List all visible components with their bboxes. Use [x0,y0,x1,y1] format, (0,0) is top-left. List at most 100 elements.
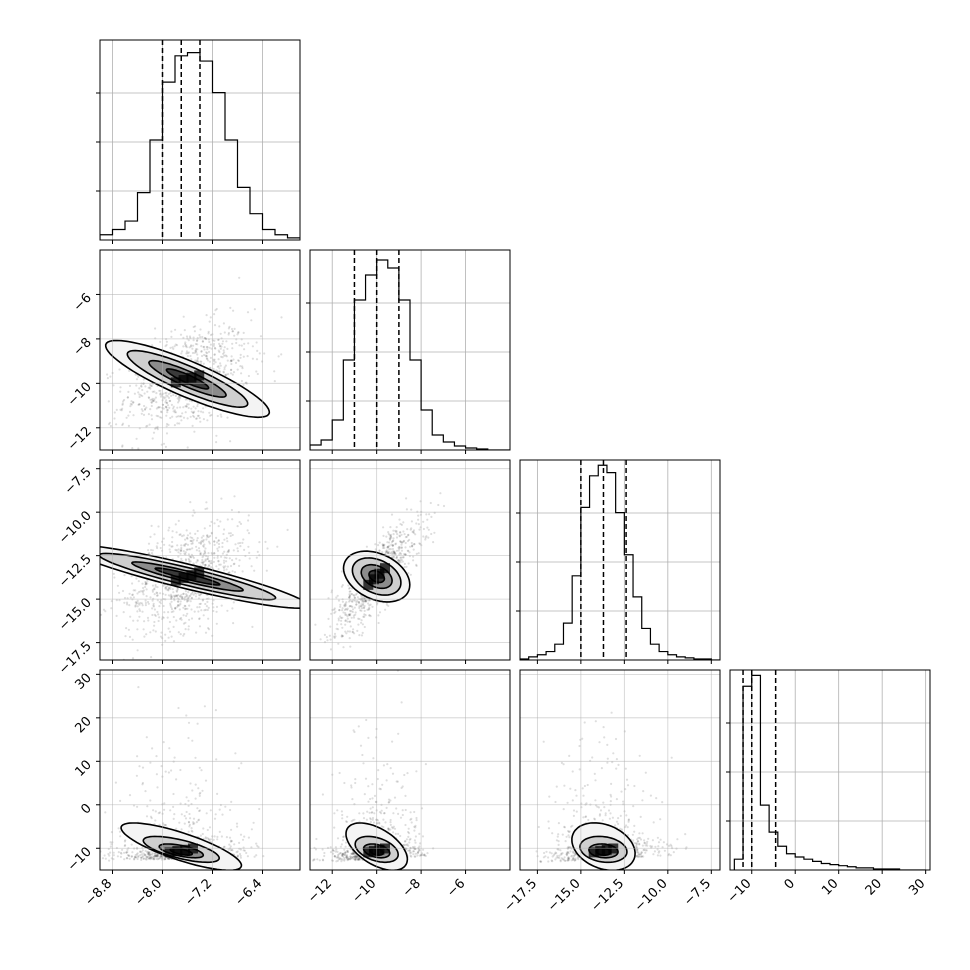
scatter-point [155,773,158,776]
scatter-point [229,839,233,842]
scatter-point [151,344,154,347]
scatter-point [237,359,240,362]
scatter-point [276,545,279,548]
scatter-point [138,403,141,406]
scatter-point [389,533,393,536]
scatter-point [218,808,221,811]
scatter-point [352,852,355,855]
scatter-point [208,838,211,841]
scatter-point [356,858,359,861]
scatter-point [353,596,356,599]
scatter-point [389,526,392,529]
scatter-point [148,853,151,856]
scatter-point [168,747,171,750]
scatter-point [119,855,122,859]
scatter-point [141,856,144,859]
scatter-point [155,854,158,858]
scatter-point [354,855,357,859]
scatter-point [199,420,202,423]
scatter-point [378,787,381,790]
scatter-point [280,353,283,356]
scatter-point [341,634,345,638]
scatter-point [241,541,244,545]
scatter-point [165,425,168,428]
scatter-point [216,547,219,550]
scatter-point [215,369,218,372]
scatter-point [223,366,226,369]
scatter-point [141,589,144,593]
scatter-point [413,543,416,546]
scatter-point [109,845,112,848]
scatter-point [216,541,219,544]
scatter-point [635,843,638,847]
scatter-point [225,373,228,376]
scatter-point [386,546,389,549]
scatter-point [617,822,620,826]
scatter-point [179,533,182,536]
scatter-point [194,359,197,362]
scatter-point [221,356,224,359]
scatter-point [406,843,409,846]
scatter-point [125,851,128,854]
scatter-point [204,559,207,562]
scatter-point [433,531,436,534]
scatter-point [214,709,217,712]
scatter-point [398,553,401,556]
scatter-point [93,615,95,617]
scatter-point [344,845,347,848]
scatter-point [210,520,213,524]
scatter-point [203,543,206,546]
scatter-point [142,857,145,860]
scatter-point [383,812,386,815]
scatter-point [157,406,160,409]
scatter-point [154,396,157,399]
scatter-point [192,336,195,339]
scatter-point [586,783,589,787]
scatter-point [391,544,394,547]
scatter-point [178,399,181,402]
scatter-point [141,394,144,398]
scatter-point [371,783,374,786]
scatter-point [183,822,186,825]
scatter-point [176,594,179,597]
scatter-point [187,553,190,556]
scatter-point [367,800,370,803]
scatter-point [340,635,343,638]
scatter-point [223,845,226,848]
scatter-point [184,543,187,546]
scatter-point [179,397,182,400]
scatter-point [199,541,202,544]
scatter-point [567,829,570,833]
scatter-point [243,835,246,838]
scatter-point [153,588,156,591]
scatter-point [130,400,133,403]
scatter-point [164,824,167,827]
scatter-point [164,633,167,636]
scatter-point [177,706,180,710]
scatter-point [141,781,144,785]
scatter-point [178,533,181,537]
scatter-point [129,402,132,406]
scatter-point [142,378,145,381]
scatter-point [121,423,124,427]
scatter-point [339,845,342,848]
scatter-point [144,601,147,605]
scatter-point [358,820,361,823]
scatter-point [405,843,408,847]
scatter-point [153,620,156,624]
scatter-point [128,854,131,857]
scatter-point [348,593,351,596]
scatter-point [232,371,236,374]
scatter-point [197,360,200,363]
scatter-point [395,526,398,529]
scatter-point [193,351,196,354]
scatter-point [206,566,209,569]
scatter-point [186,534,189,537]
scatter-point [223,354,226,357]
scatter-point [394,832,397,836]
scatter-point [181,535,184,538]
scatter-point [380,812,383,815]
scatter-point [352,852,356,855]
scatter-point [119,851,122,854]
scatter-point [346,617,349,620]
